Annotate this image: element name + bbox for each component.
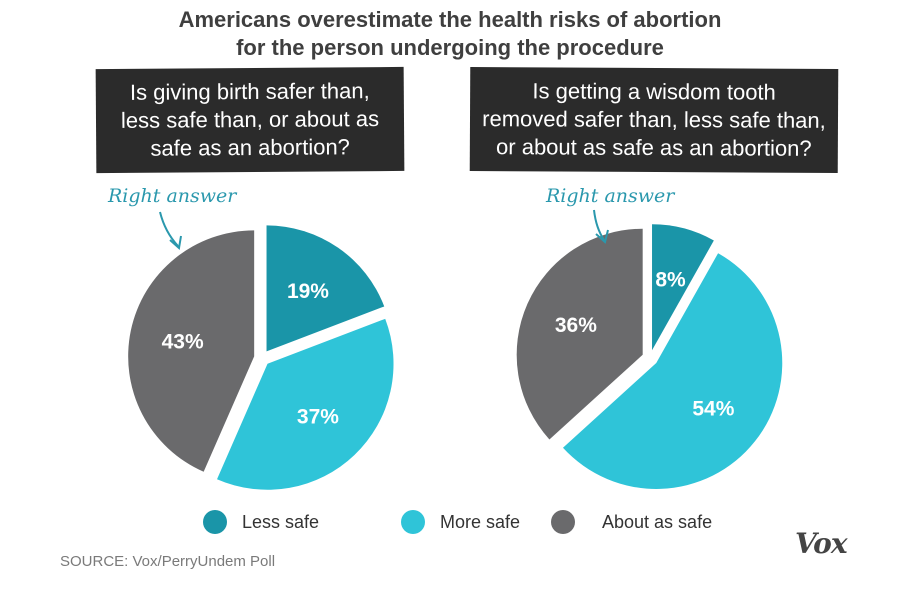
- pie-1-label-more-safe: 37%: [297, 406, 339, 429]
- annotation-arrow-1: [159, 211, 179, 247]
- annotation-arrowhead-1: [169, 235, 182, 250]
- pie-chart-birth: 19% 37% 43%: [128, 225, 394, 490]
- pie-chart-wisdom-tooth: 8% 54% 36%: [516, 224, 783, 489]
- chart-title: Americans overestimate the health risks …: [0, 6, 900, 62]
- legend-item-more-safe: More safe: [398, 507, 520, 537]
- pie-1-label-about-as-safe: 43%: [162, 330, 204, 353]
- annotation-arrow-2: [593, 209, 605, 241]
- pie-1-slice-less-safe: [266, 225, 385, 352]
- source-note: SOURCE: Vox/PerryUndem Poll: [60, 553, 276, 570]
- annotation-arrowhead-2: [595, 229, 609, 244]
- legend-label-less-safe: Less safe: [242, 511, 320, 532]
- legend-swatch-about-as-safe: [551, 510, 575, 534]
- pie-2-label-more-safe: 54%: [692, 398, 734, 421]
- legend-swatch-more-safe: [401, 510, 425, 534]
- pie-2-slice-about-as-safe: [516, 228, 643, 440]
- vox-logo: Vox: [795, 527, 848, 560]
- pie-1-label-less-safe: 19%: [287, 280, 329, 303]
- pie-2-label-less-safe: 8%: [655, 269, 686, 292]
- pie-2-slice-less-safe: [652, 224, 714, 351]
- legend-item-about-as-safe: About as safe: [548, 507, 712, 537]
- pie-1-slice-about-as-safe: [128, 230, 255, 472]
- legend-swatch-less-safe: [203, 510, 227, 534]
- legend-label-about-as-safe: About as safe: [602, 511, 713, 532]
- legend-item-less-safe: Less safe: [200, 507, 319, 537]
- annotation-right-answer-1: Right answer: [107, 185, 238, 207]
- pie-1-slice-more-safe: [217, 318, 394, 490]
- pie-2-slice-more-safe: [562, 253, 783, 489]
- legend-label-more-safe: More safe: [440, 511, 521, 532]
- chart-title-line-2: for the person undergoing the procedure: [236, 35, 664, 60]
- annotation-right-answer-2: Right answer: [545, 185, 676, 207]
- chart-title-line-1: Americans overestimate the health risks …: [178, 7, 722, 32]
- pie-2-label-about-as-safe: 36%: [555, 314, 597, 337]
